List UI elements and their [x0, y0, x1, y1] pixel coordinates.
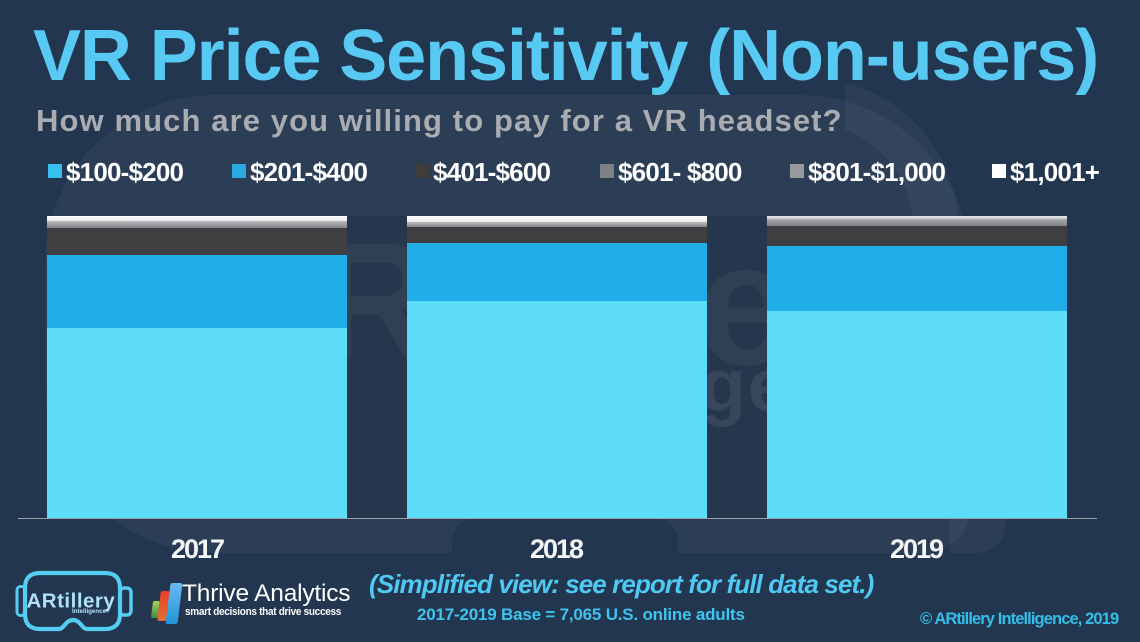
svg-text:Intelligence+: Intelligence+	[72, 608, 110, 615]
svg-text:ARtillery: ARtillery	[27, 590, 116, 613]
